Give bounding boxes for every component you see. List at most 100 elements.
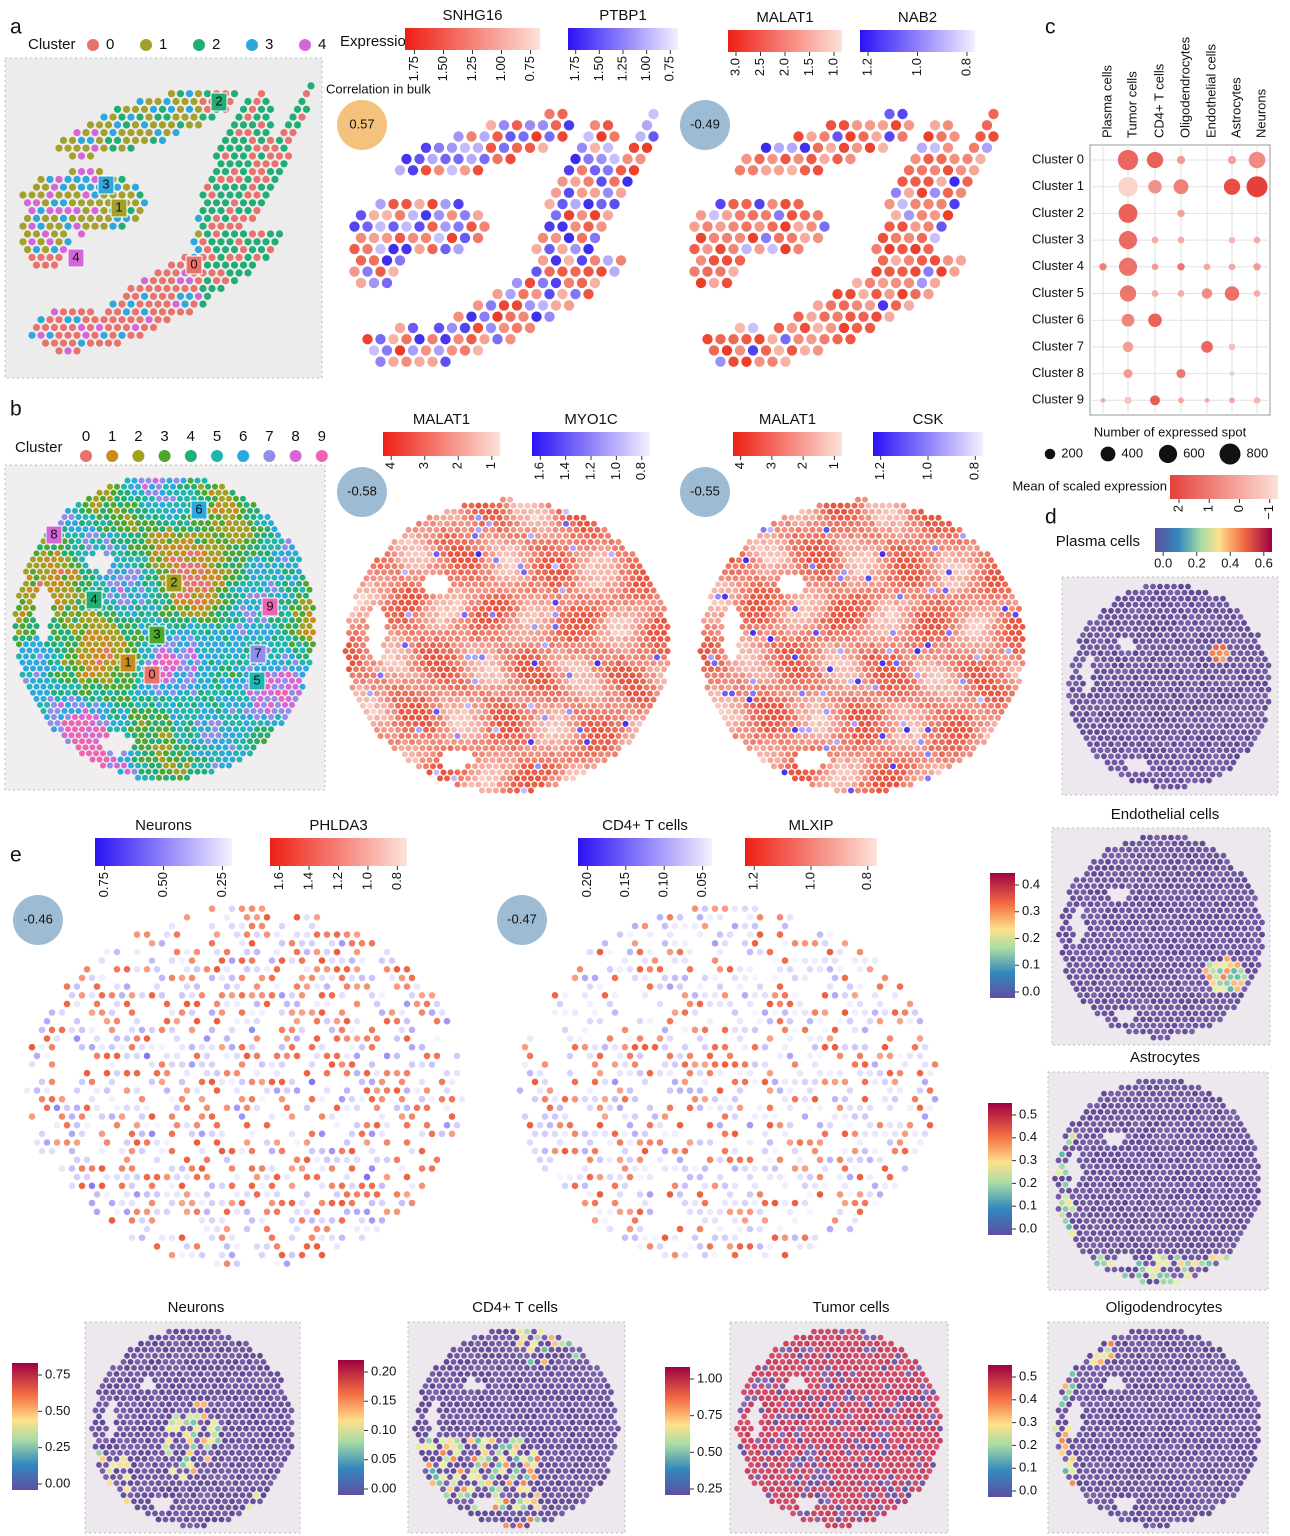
spot [834, 775, 840, 781]
spot [780, 154, 790, 164]
spot [521, 666, 527, 672]
spot [974, 545, 980, 551]
spot [855, 739, 861, 745]
spot [483, 551, 489, 557]
spot [159, 1234, 166, 1241]
tick-label: 1.00 [638, 56, 653, 81]
spot [950, 563, 956, 569]
spot [254, 983, 261, 990]
spot [596, 154, 606, 164]
spot [490, 685, 496, 691]
spot [936, 697, 942, 703]
spot [399, 551, 405, 557]
spot [507, 581, 513, 587]
spot [908, 709, 914, 715]
spot [803, 515, 809, 521]
spot [880, 745, 886, 751]
spot [69, 1113, 76, 1120]
spot [633, 727, 639, 733]
spot [359, 1183, 366, 1190]
spot [458, 618, 464, 624]
spot [169, 1113, 176, 1120]
spot [778, 666, 784, 672]
spot [179, 1234, 186, 1241]
spot [640, 642, 646, 648]
spot [74, 1001, 81, 1008]
spot [479, 509, 485, 515]
spot [789, 660, 795, 666]
spot [855, 763, 861, 769]
spot [364, 600, 370, 606]
spot [124, 983, 131, 990]
spot [609, 154, 619, 164]
spot [532, 636, 538, 642]
spot [204, 1226, 211, 1233]
spot [785, 703, 791, 709]
spot [539, 563, 545, 569]
spot [581, 733, 587, 739]
spot [880, 636, 886, 642]
spot [525, 648, 531, 654]
spot [971, 672, 977, 678]
spot [392, 575, 398, 581]
spot [747, 600, 753, 606]
spot [124, 1087, 131, 1094]
spot [999, 588, 1005, 594]
spot [939, 739, 945, 745]
spot [375, 199, 385, 209]
spot [922, 527, 928, 533]
spot [563, 763, 569, 769]
spot [736, 642, 742, 648]
spot [978, 660, 984, 666]
spot [174, 949, 181, 956]
spot [813, 165, 823, 175]
spot [532, 709, 538, 715]
spot [239, 923, 246, 930]
spot [787, 323, 797, 333]
spot [544, 312, 554, 322]
spot [299, 1217, 306, 1224]
spot [497, 685, 503, 691]
spot [838, 563, 844, 569]
spot [904, 557, 910, 563]
spot [658, 600, 664, 606]
spot [841, 642, 847, 648]
spot [647, 581, 653, 587]
spot [930, 143, 940, 153]
spot [374, 1070, 381, 1077]
spot [768, 745, 774, 751]
spot [827, 703, 833, 709]
spot [279, 1027, 286, 1034]
spot [855, 751, 861, 757]
spot [427, 334, 437, 344]
spot [274, 1243, 281, 1250]
spot [943, 188, 953, 198]
spot [476, 721, 482, 727]
spot [918, 642, 924, 648]
spot [521, 703, 527, 709]
spot [943, 165, 953, 175]
spot [214, 1070, 221, 1077]
spot [416, 703, 422, 709]
spot [932, 715, 938, 721]
spot [532, 563, 538, 569]
spot [922, 600, 928, 606]
spot [254, 966, 261, 973]
spot [94, 1209, 101, 1216]
spot [855, 618, 861, 624]
spot [1013, 624, 1019, 630]
spot [535, 703, 541, 709]
spot [423, 715, 429, 721]
spot [995, 618, 1001, 624]
spot [483, 769, 489, 775]
spot [904, 666, 910, 672]
spot [946, 630, 952, 636]
spot [549, 630, 555, 636]
spot [761, 143, 771, 153]
spot [139, 1234, 146, 1241]
spot [224, 1001, 231, 1008]
spot [626, 703, 632, 709]
spot [476, 575, 482, 581]
spot [497, 588, 503, 594]
spot [971, 551, 977, 557]
